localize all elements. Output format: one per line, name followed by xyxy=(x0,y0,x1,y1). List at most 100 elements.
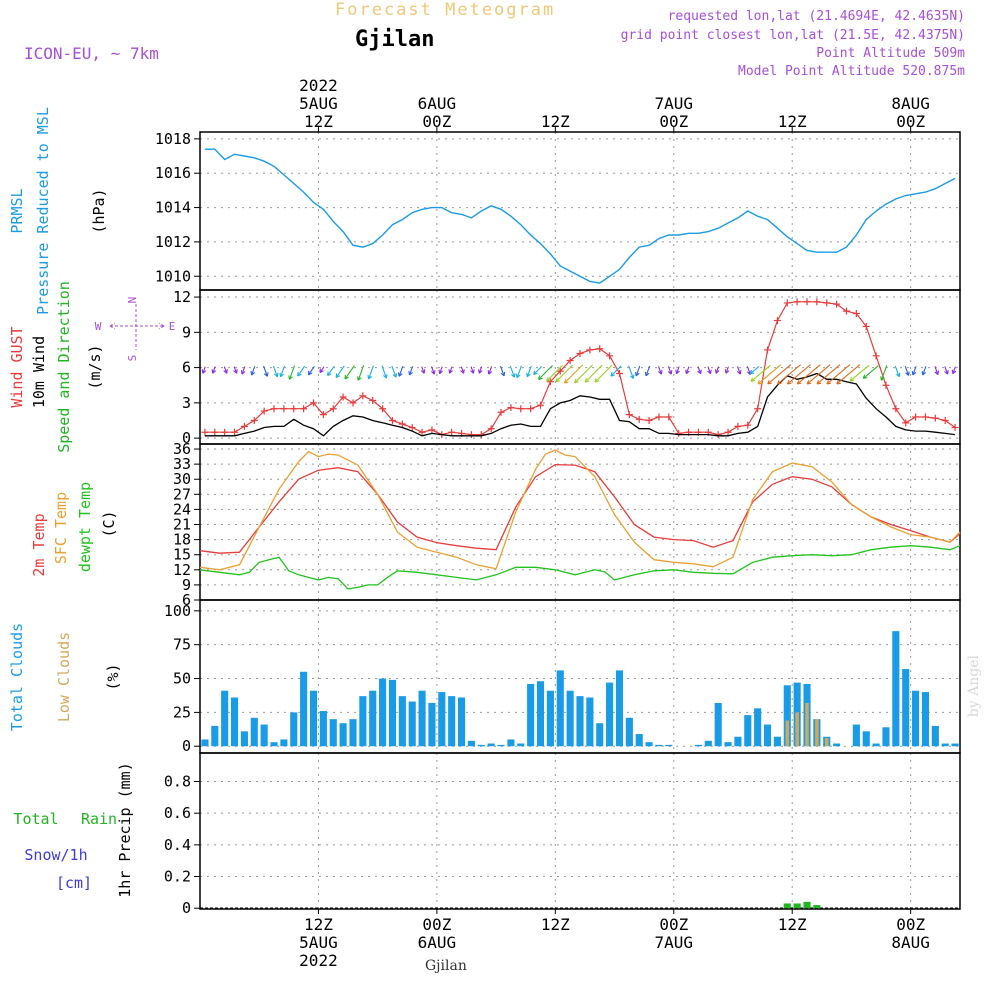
wind-arrow-head xyxy=(635,371,640,377)
total-cloud-bar xyxy=(536,681,545,747)
wind-arrow-shaft xyxy=(391,365,397,378)
y-tick-label: 30 xyxy=(173,470,191,488)
wind-gust-marker xyxy=(250,416,258,424)
total-cloud-bar xyxy=(951,743,959,747)
wind-arrow-head xyxy=(240,370,246,375)
wind-arrow-head xyxy=(319,368,324,374)
wind-arrow-head xyxy=(714,369,720,374)
wind-arrow-head xyxy=(826,380,831,385)
total-cloud-bar xyxy=(744,715,752,747)
wind-arrow-head xyxy=(357,376,362,381)
wind-gust-marker xyxy=(221,428,229,436)
wind-arrow-shaft xyxy=(667,366,672,375)
total-cloud-bar xyxy=(625,717,633,747)
wind-direction-arrow xyxy=(509,365,516,378)
time-day-label: 7AUG xyxy=(655,933,694,952)
wind-gust-marker xyxy=(280,405,288,413)
wind-direction-arrow xyxy=(420,366,426,374)
wind-arrow-shaft xyxy=(944,366,949,375)
wind-direction-arrow xyxy=(555,364,574,383)
wind-arrow-shaft xyxy=(836,364,861,385)
wind-arrow-head xyxy=(223,369,228,374)
wind-arrow-shaft xyxy=(862,365,879,379)
wind-arrow-shaft xyxy=(555,364,574,383)
wind-direction-arrow xyxy=(951,366,957,375)
panel-frame xyxy=(199,752,961,910)
wind-arrow-shaft xyxy=(826,364,851,385)
wind-arrow-shaft xyxy=(357,365,365,381)
low-clouds-label: Low Clouds xyxy=(55,632,73,722)
time-hour-label: 00Z xyxy=(896,915,925,934)
total-cloud-bar xyxy=(497,744,505,747)
total-cloud-bar xyxy=(329,719,337,747)
wind-gust-marker xyxy=(546,378,554,386)
wind-arrow-head xyxy=(767,380,772,385)
wind-arrow-head xyxy=(288,375,293,380)
wind-direction-arrow xyxy=(904,366,910,376)
wind-arrow-shaft xyxy=(904,366,910,376)
total-cloud-bar xyxy=(576,696,584,747)
time-day-label: 7AUG xyxy=(655,94,694,113)
rain-bar xyxy=(783,903,791,909)
wind-arrow-shaft xyxy=(307,365,315,376)
y-tick-label: 1016 xyxy=(155,164,191,182)
y-tick-label: 12 xyxy=(173,561,191,579)
wind-arrow-head xyxy=(675,369,680,375)
wind-direction-arrow xyxy=(279,365,286,378)
wind-gust-marker xyxy=(507,404,515,412)
wind-arrow-head xyxy=(849,377,855,382)
wind-direction-arrow xyxy=(594,364,613,383)
time-day-label: 5AUG xyxy=(299,933,338,952)
total-cloud-bar xyxy=(833,743,841,747)
total-cloud-bar xyxy=(270,742,278,747)
wind-arrow-head xyxy=(685,369,690,375)
wind-gust-marker xyxy=(892,405,900,413)
gridpoint-coords: grid point closest lon,lat (21.5E, 42.43… xyxy=(620,28,965,43)
wind-arrow-head xyxy=(944,370,949,375)
total-cloud-bar xyxy=(556,670,564,747)
y-tick-label: 100 xyxy=(164,602,191,620)
wind-direction-arrow xyxy=(806,364,831,385)
wind-gust-marker xyxy=(418,428,426,436)
wind-arrow-head xyxy=(724,369,730,374)
wind-arrow-head xyxy=(610,372,615,377)
wind-arrow-head xyxy=(777,380,782,385)
clouds-unit: (%) xyxy=(104,663,122,690)
wind-direction-arrow xyxy=(724,366,730,374)
wind-arrow-head xyxy=(921,370,927,376)
wind-arrow-shaft xyxy=(715,366,720,374)
wind-arrow-shaft xyxy=(408,366,414,376)
wind-direction-arrow xyxy=(750,364,771,382)
compass-arrows xyxy=(109,304,165,350)
y-tick-label: 24 xyxy=(173,500,191,518)
y-tick-label: 9 xyxy=(182,323,191,341)
total-cloud-bar xyxy=(517,743,525,747)
wind-direction-arrow xyxy=(272,365,279,378)
time-hour-label: 12Z xyxy=(304,112,333,131)
wind-gust-marker xyxy=(941,416,949,424)
time-hour-label: 12Z xyxy=(778,915,807,934)
total-cloud-bar xyxy=(398,696,406,747)
wind-arrow-shaft xyxy=(849,364,870,382)
wind-arrow-shaft xyxy=(499,365,505,377)
y-tick-label: 27 xyxy=(173,485,191,503)
total-cloud-bar xyxy=(388,679,397,747)
wind-arrow-shaft xyxy=(449,366,453,374)
wind-gust-marker xyxy=(951,424,959,432)
wind-arrow-head xyxy=(335,373,340,379)
legend-cm: [cm] xyxy=(56,874,92,892)
total-cloud-bar xyxy=(714,702,722,747)
wind-arrow-shaft xyxy=(470,366,475,374)
wind-arrow-head xyxy=(880,376,885,381)
legend-total: Total xyxy=(13,810,58,828)
wind-direction-label: Speed and Direction xyxy=(55,281,73,453)
time-hour-label: 00Z xyxy=(659,112,688,131)
y-tick-label: 75 xyxy=(173,636,191,654)
wind-arrow-shaft xyxy=(526,365,532,377)
total-cloud-bar xyxy=(309,690,318,747)
wind-gust-marker xyxy=(231,428,239,436)
time-hour-label: 12Z xyxy=(778,112,807,131)
wind-arrow-head xyxy=(537,375,543,380)
wind-direction-arrow xyxy=(826,364,851,385)
y-tick-label: 3 xyxy=(182,394,191,412)
